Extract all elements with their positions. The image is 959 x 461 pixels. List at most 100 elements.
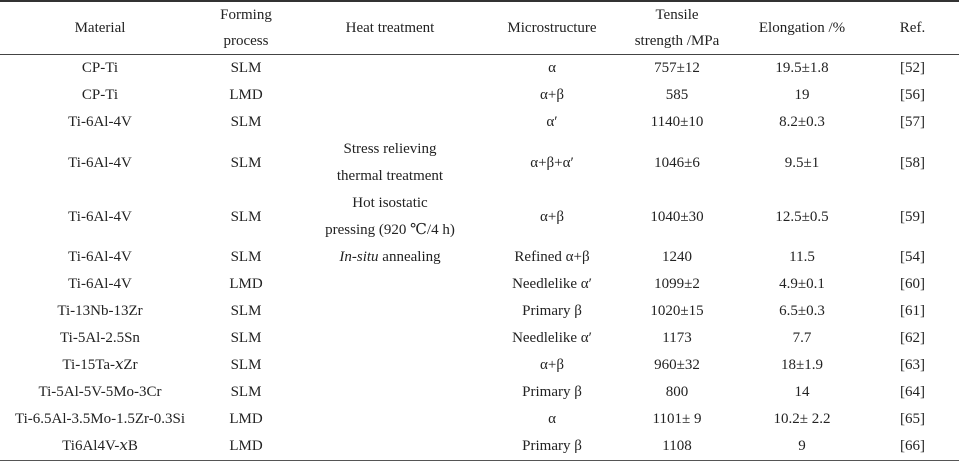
cell-heat-treatment [292,55,488,83]
cell-material: Ti-6Al-4V [68,114,132,130]
table-row: Ti-13Nb-13Zr SLM Primary β 1020±15 6.5±0.3 [6… [0,298,959,325]
cell-tensile-strength: 960±32 [654,357,700,373]
cell-forming-process: SLM [230,249,262,265]
table-row: Ti-6Al-4V SLM Hot isostatic pressing (920 ℃… [0,190,959,244]
cell-material: CP-Ti [81,87,119,103]
header-tensile-line-2: strength /MPa [634,33,720,49]
header-ref: Ref. [866,1,959,55]
cell-elongation: 12.5±0.5 [775,208,829,225]
cell-forming-process: SLM [230,330,262,346]
cell-forming-process: SLM [230,357,262,373]
table-row: Ti-6Al-4V SLM Stress relieving thermal trea… [0,136,959,190]
cell-microstructure: α [548,411,556,427]
header-tensile-line-1: Tensile [655,7,699,23]
cell-microstructure: α+β [540,357,564,373]
cell-forming-process: SLM [230,154,262,171]
cell-ref: [60] [900,276,925,292]
cell-tensile-strength: 1173 [662,330,692,346]
cell-tensile-strength: 585 [665,87,689,103]
cell-heat-treatment [292,109,488,136]
cell-microstructure: α+β [540,87,564,103]
cell-material: Ti-6Al-4V [68,154,132,171]
cell-ref: [58] [900,154,925,171]
cell-material: Ti-5Al-5V-5Mo-3Cr [38,384,162,400]
cell-elongation: 9 [798,438,806,454]
cell-forming-process: SLM [230,384,262,400]
cell-heat-treatment [292,379,488,406]
cell-ref: [61] [900,303,925,319]
cell-material: Ti6Al4V-𝑥B [62,438,138,454]
cell-heat-treatment [292,433,488,461]
cell-microstructure: Refined α+β [514,249,590,265]
cell-heat-treatment [292,298,488,325]
cell-microstructure: Needlelike α′ [512,276,592,292]
cell-microstructure: α [548,60,556,76]
cell-material: Ti-6Al-4V [68,276,132,292]
cell-elongation: 19 [794,87,810,103]
cell-material: Ti-6Al-4V [68,208,132,225]
cell-heat-treatment [292,271,488,298]
table-row: Ti-6.5Al-3.5Mo-1.5Zr-0.3Si LMD α 1101± 9 10.… [0,406,959,433]
cell-ref: [63] [900,357,925,373]
cell-forming-process: LMD [229,411,263,427]
cell-elongation: 4.9±0.1 [779,276,825,292]
cell-heat-treatment [292,406,488,433]
cell-ref: [52] [900,60,925,76]
cell-ref: [64] [900,384,925,400]
cell-elongation: 14 [794,384,810,400]
cell-microstructure: Primary β [522,384,582,400]
table-row: Ti-5Al-5V-5Mo-3Cr SLM Primary β 800 14 [64] [0,379,959,406]
cell-ref: [65] [900,411,925,427]
cell-material: Ti-6.5Al-3.5Mo-1.5Zr-0.3Si [15,411,185,427]
cell-ref: [57] [900,114,925,130]
table-row: Ti-15Ta-𝑥Zr SLM α+β 960±32 18±1.9 [63] [0,352,959,379]
cell-elongation: 7.7 [792,330,812,346]
table-row: CP-Ti SLM α 757±12 19.5±1.8 [52] [0,55,959,83]
header-material: Material [0,1,200,55]
cell-microstructure: α+β+α′ [530,154,574,171]
cell-forming-process: SLM [230,208,262,225]
cell-tensile-strength: 1108 [662,438,692,454]
cell-ref: [62] [900,330,925,346]
cell-forming-process: SLM [230,303,262,319]
table-row: CP-Ti LMD α+β 585 19 [56] [0,82,959,109]
cell-elongation: 18±1.9 [781,357,823,373]
header-microstructure: Microstructure [488,1,616,55]
table-row: Ti-6Al-4V SLM In-situ annealing Refined α+β… [0,244,959,271]
header-heat-treatment: Heat treatment [292,1,488,55]
cell-microstructure: Primary β [522,438,582,454]
cell-ref: [54] [900,249,925,265]
cell-heat-treatment: In-situ annealing [292,244,488,271]
cell-material: Ti-15Ta-𝑥Zr [62,357,138,373]
heat-treatment-italic: In-situ [339,249,379,265]
cell-heat-treatment [292,352,488,379]
cell-forming-process: LMD [229,276,263,292]
cell-microstructure: Needlelike α′ [512,330,592,346]
cell-microstructure: α+β [540,208,564,225]
cell-tensile-strength: 1046±6 [654,154,700,171]
cell-heat-treatment [292,325,488,352]
cell-ref: [66] [900,438,925,454]
heat-treatment-line: Stress relieving [343,141,437,157]
cell-heat-treatment: Hot isostatic pressing (920 ℃/4 h) [292,190,488,244]
table-row: Ti-6Al-4V SLM α′ 1140±10 8.2±0.3 [57] [0,109,959,136]
heat-treatment-line: Hot isostatic [352,195,428,211]
cell-ref: [56] [900,87,925,103]
cell-elongation: 19.5±1.8 [775,60,829,76]
cell-elongation: 8.2±0.3 [779,114,825,130]
cell-tensile-strength: 1101± 9 [652,411,702,427]
cell-forming-process: LMD [229,438,263,454]
cell-material: Ti-6Al-4V [68,249,132,265]
cell-microstructure: Primary β [522,303,582,319]
cell-material: CP-Ti [81,60,119,76]
cell-tensile-strength: 1020±15 [650,303,704,319]
heat-treatment-line: thermal treatment [336,168,444,184]
cell-tensile-strength: 1040±30 [650,208,704,225]
cell-elongation: 9.5±1 [784,154,820,171]
cell-forming-process: SLM [230,114,262,130]
table-row: Ti-6Al-4V LMD Needlelike α′ 1099±2 4.9±0.1 [6… [0,271,959,298]
table-body: CP-Ti SLM α 757±12 19.5±1.8 [52] CP-Ti LMD α+β 58… [0,55,959,461]
heat-treatment-line: annealing [378,249,441,265]
table-row: Ti6Al4V-𝑥B LMD Primary β 1108 9 [66] [0,433,959,461]
